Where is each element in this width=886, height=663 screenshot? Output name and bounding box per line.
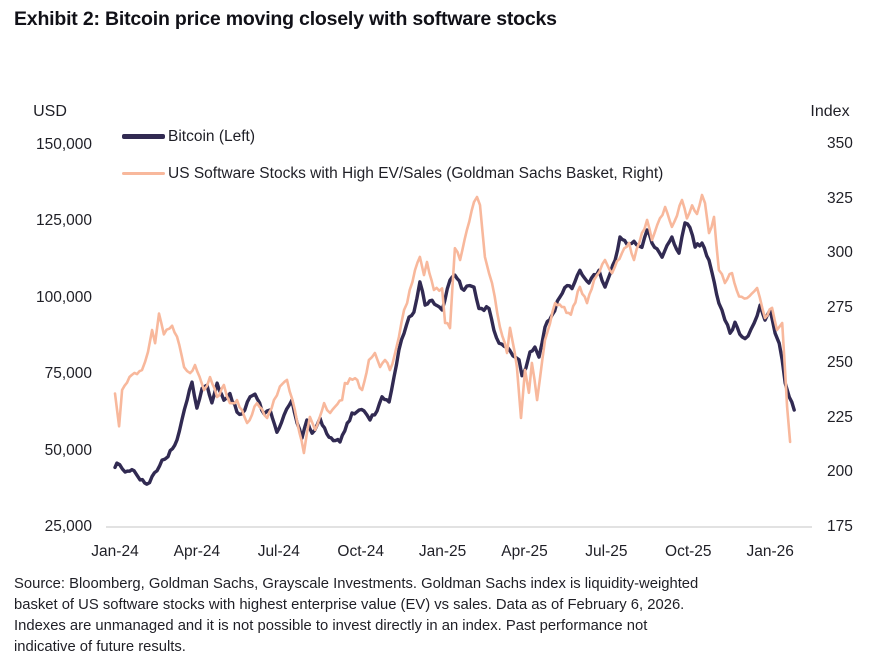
left-axis-tick: 75,000 — [44, 365, 92, 383]
x-axis-tick: Jul-24 — [257, 543, 300, 560]
x-axis-tick: Jul-25 — [585, 543, 628, 560]
bitcoin-line-swatch — [122, 134, 165, 139]
x-axis-tick: Jan-26 — [746, 543, 794, 560]
source-line: basket of US software stocks with highes… — [14, 597, 685, 613]
legend-label-software: US Software Stocks with High EV/Sales (G… — [168, 164, 664, 182]
right-axis-tick: 250 — [827, 353, 853, 371]
x-axis-tick: Oct-24 — [337, 543, 384, 560]
right-axis-tick: 300 — [827, 244, 853, 262]
right-axis-tick: 200 — [827, 463, 853, 481]
legend-item-bitcoin: Bitcoin (Left) — [122, 126, 663, 147]
x-axis-tick: Oct-25 — [665, 543, 712, 560]
right-axis-unit-label: Index — [810, 103, 850, 120]
chart-legend: Bitcoin (Left) US Software Stocks with H… — [122, 126, 663, 200]
left-axis-unit-label: USD — [33, 103, 67, 120]
x-axis-tick: Jan-25 — [418, 543, 467, 560]
x-axis-tick: Jan-24 — [91, 543, 139, 560]
source-line: Indexes are unmanaged and it is not poss… — [14, 618, 648, 634]
left-axis-tick: 50,000 — [44, 441, 92, 459]
software-line — [113, 193, 792, 455]
legend-item-software: US Software Stocks with High EV/Sales (G… — [122, 163, 663, 184]
right-axis-tick: 325 — [827, 189, 853, 207]
source-note: Source: Bloomberg, Goldman Sachs, Graysc… — [14, 574, 698, 658]
right-axis-tick: 225 — [827, 408, 853, 426]
left-axis-tick: 150,000 — [35, 136, 92, 153]
right-axis-tick: 175 — [827, 518, 853, 535]
bitcoin-line — [113, 221, 796, 486]
source-line: Source: Bloomberg, Goldman Sachs, Graysc… — [14, 576, 699, 592]
left-axis-tick: 25,000 — [44, 518, 92, 535]
legend-label-bitcoin: Bitcoin (Left) — [168, 127, 256, 145]
left-axis-tick: 125,000 — [35, 212, 92, 230]
exhibit-title: Exhibit 2: Bitcoin price moving closely … — [14, 8, 557, 30]
right-axis-tick: 275 — [827, 299, 853, 317]
x-axis-tick: Apr-24 — [173, 543, 221, 560]
left-axis-tick: 100,000 — [35, 288, 92, 306]
software-line-swatch — [122, 172, 165, 175]
right-axis-tick: 350 — [827, 135, 853, 152]
x-axis-tick: Apr-25 — [501, 543, 548, 560]
source-line: indicative of future results. — [14, 639, 186, 655]
